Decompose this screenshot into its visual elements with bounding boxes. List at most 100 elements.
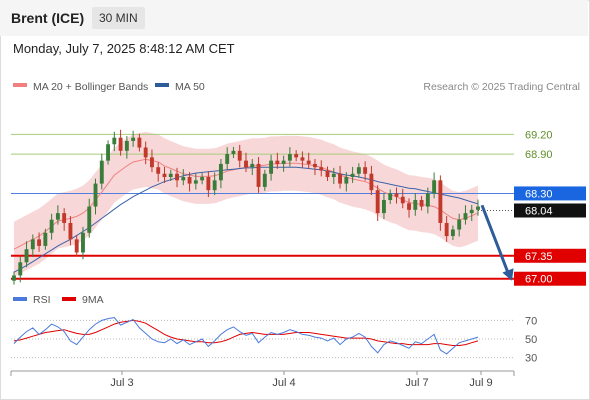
x-tick-label-3: Jul 9 <box>469 377 492 389</box>
candle-body <box>369 173 374 191</box>
level-tag-2 <box>514 186 586 201</box>
candle-body <box>413 200 418 210</box>
x-tick-label-0: Jul 3 <box>110 377 133 389</box>
legend-swatch-9ma <box>62 297 76 301</box>
candle-body <box>24 249 29 263</box>
candle-body <box>356 167 361 174</box>
candle-body <box>331 173 336 178</box>
candle-body <box>281 160 286 164</box>
legend-swatch-ma50 <box>155 83 169 87</box>
candle-body <box>287 154 292 161</box>
candle-body <box>476 206 480 210</box>
candle-body <box>118 137 123 151</box>
timestamp: Monday, July 7, 2025 8:48:12 AM CET <box>13 41 235 56</box>
candle-body <box>131 137 136 141</box>
candle-body <box>62 213 67 223</box>
candle-body <box>49 219 54 233</box>
candle-body <box>375 190 380 214</box>
candle-body <box>225 154 230 164</box>
candle-body <box>275 160 280 164</box>
candle-body <box>181 177 186 181</box>
x-tick-label-1: Jul 4 <box>272 377 295 389</box>
candle-body <box>68 222 73 240</box>
x-tick-label-2: Jul 7 <box>405 377 428 389</box>
top-bar: Brent (ICE) 30 MIN <box>0 0 588 36</box>
candle-body <box>388 193 393 200</box>
candle-body <box>237 150 242 161</box>
candle-body <box>419 200 424 207</box>
candle-body <box>74 239 79 253</box>
rsi-line <box>13 317 479 355</box>
candle-body <box>112 137 117 145</box>
candle-body <box>463 213 468 220</box>
candle-body <box>162 173 167 178</box>
candle-body <box>187 177 192 184</box>
forecast-arrow <box>480 204 510 274</box>
candle-body <box>256 163 261 187</box>
candle-body <box>244 160 248 168</box>
legend-swatch-rsi <box>13 297 27 301</box>
candle-body <box>407 203 411 210</box>
level-label-3: 67.35 <box>525 251 553 263</box>
candle-body <box>175 173 179 181</box>
research-credit: Research © 2025 Trading Central <box>423 81 580 93</box>
candle-body <box>93 183 98 207</box>
candle-body <box>269 160 274 174</box>
candle-body <box>344 177 349 184</box>
rsi-tick-50: 50 <box>525 334 537 346</box>
candle-body <box>382 200 386 214</box>
candle-body <box>363 167 368 174</box>
candle-body <box>338 173 342 184</box>
legend-ma20-label: MA 20 + Bollinger Bands <box>33 81 148 93</box>
candle-body <box>99 160 104 184</box>
candle-body <box>12 275 16 281</box>
candle-body <box>156 167 161 174</box>
candle-body <box>438 180 443 223</box>
candle-body <box>218 163 223 181</box>
level-tag-3 <box>514 248 586 263</box>
candle-body <box>400 196 405 204</box>
candle-body <box>55 213 60 220</box>
candle-body <box>87 206 92 233</box>
legend-rsi-label: RSI <box>33 294 51 306</box>
level-label-2: 68.30 <box>525 188 553 200</box>
legend-swatch-ma20 <box>13 83 27 87</box>
candle-body <box>150 157 154 168</box>
instrument-name: Brent (ICE) <box>11 10 85 26</box>
legend-ma50-label: MA 50 <box>175 81 205 93</box>
candle-body <box>250 163 255 168</box>
candle-body <box>124 140 129 151</box>
rsi-9ma-line <box>13 319 479 346</box>
candle-body <box>432 180 437 194</box>
legend-9ma-label: 9MA <box>82 294 104 306</box>
candle-body <box>81 232 85 253</box>
level-tag-4 <box>514 271 586 286</box>
candle-body <box>143 147 148 158</box>
last-price-label: 68.04 <box>525 205 553 217</box>
last-price-tag <box>514 203 586 218</box>
candle-body <box>350 173 355 178</box>
candle-body <box>306 160 311 164</box>
candle-body <box>300 157 305 161</box>
candle-body <box>206 177 211 191</box>
candle-body <box>193 180 198 184</box>
candle-body <box>444 222 449 237</box>
rsi-tick-30: 30 <box>525 353 537 365</box>
candle-body <box>325 170 330 178</box>
candle-body <box>394 193 399 197</box>
candle-body <box>137 137 142 148</box>
level-label-0: 69.20 <box>525 129 553 141</box>
candle-body <box>425 193 430 207</box>
candle-body <box>457 219 462 230</box>
candle-body <box>30 239 35 250</box>
candle-body <box>200 177 205 181</box>
bollinger-band <box>14 131 478 277</box>
candle-body <box>37 239 42 246</box>
candle-body <box>313 163 317 168</box>
candle-body <box>231 150 236 155</box>
candle-body <box>212 180 217 191</box>
candle-body <box>18 262 23 276</box>
timeframe-button[interactable]: 30 MIN <box>92 7 145 29</box>
level-label-1: 68.90 <box>525 149 553 161</box>
